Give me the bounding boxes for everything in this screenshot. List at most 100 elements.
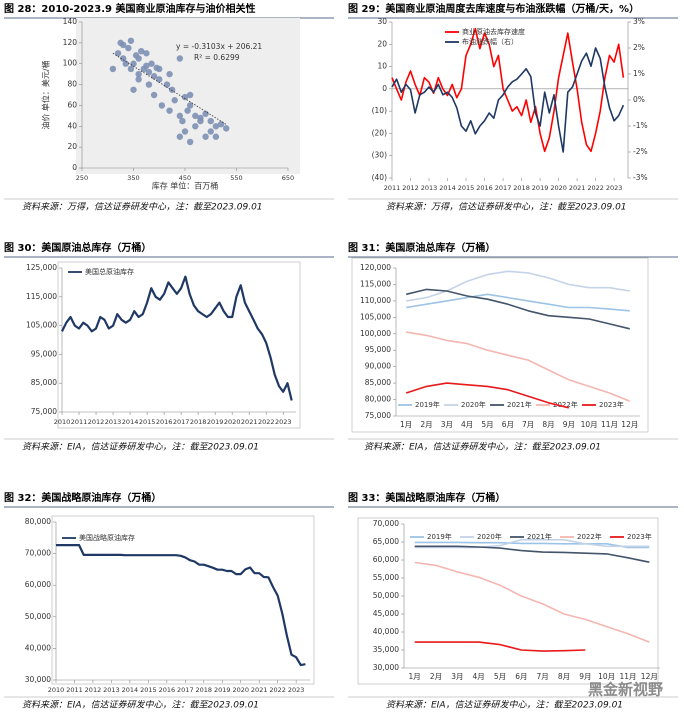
scatter-point — [127, 37, 135, 44]
scatter-point — [192, 123, 199, 130]
x-tick-label: 2011 — [384, 184, 401, 192]
y-tick-label: 40,000 — [373, 627, 399, 636]
figure-title: 图 29：美国商业原油周度去库速度与布油涨跌幅（万桶/天，%） — [348, 2, 639, 15]
trendline-equation: y = -0.3103x + 206.21 — [176, 42, 262, 51]
x-tick-label: 2021 — [241, 418, 258, 426]
y-tick-label: 105,000 — [360, 312, 391, 321]
x-tick-label: 2017 — [173, 418, 190, 426]
x-tick-label: 3月 — [451, 672, 463, 681]
source-note: 资料来源：万得，信达证券研发中心，注：截至2023.09.01 — [22, 202, 263, 213]
x-tick-label: 2022 — [269, 686, 286, 694]
y2-tick-label: -1% — [633, 121, 648, 130]
source-note: 资料来源：EIA，信达证券研发中心，注：截至2023.09.01 — [386, 700, 623, 711]
scatter-point — [143, 62, 150, 69]
x-tick-label: 2022 — [258, 418, 275, 426]
scatter-point — [127, 65, 135, 73]
x-tick-label: 4月 — [473, 672, 485, 681]
x-tick-label: 2018 — [190, 418, 207, 426]
x-tick-label: 2011 — [71, 418, 88, 426]
y-tick-label: 95,000 — [31, 349, 57, 358]
scatter-point — [171, 97, 178, 104]
y-tick-label: 95,000 — [365, 345, 391, 354]
x-tick-label: 2021 — [569, 184, 586, 192]
x-tick-label: 2019 — [532, 184, 549, 192]
scatter-point — [186, 102, 194, 109]
x-tick-label: 2020 — [224, 418, 241, 426]
y-tick-label: 0 — [72, 163, 77, 172]
x-tick-label: 2月 — [420, 420, 432, 429]
x-tick-label: 2011 — [66, 686, 83, 694]
x-tick-label: 2014 — [122, 686, 139, 694]
x-tick-label: 350 — [127, 174, 139, 182]
x-tick-label: 11月 — [601, 420, 618, 429]
y-tick-label: 75,000 — [365, 411, 391, 420]
scatter-point — [150, 73, 158, 80]
source-note: 资料来源：EIA，信达证券研发中心，注：截至2023.09.01 — [22, 442, 259, 453]
x-tick-label: 2022 — [587, 184, 604, 192]
y2-tick-label: -2% — [633, 147, 648, 156]
scatter-point — [120, 55, 127, 62]
series-line — [414, 641, 586, 652]
scatter-point — [197, 117, 204, 125]
y-tick-label: 140 — [63, 17, 78, 26]
x-tick-label: 5月 — [494, 672, 506, 681]
x-tick-label: 11月 — [619, 672, 636, 681]
y-tick-label: 0 — [382, 84, 387, 93]
y2-tick-label: 1% — [633, 69, 645, 78]
scatter-point — [186, 91, 194, 99]
y-tick-label: 120 — [63, 38, 78, 47]
x-tick-label: 2014 — [122, 418, 139, 426]
y2-tick-label: 2% — [633, 43, 645, 52]
scatter-point — [202, 133, 209, 140]
x-tick-label: 2014 — [439, 184, 456, 192]
x-tick-label: 2020 — [550, 184, 567, 192]
scatter-point — [179, 117, 186, 125]
y-tick-label: 30,000 — [373, 663, 399, 672]
x-tick-label: 6月 — [515, 672, 527, 681]
legend-label: 2021年 — [507, 400, 532, 409]
r-squared: R² = 0.6299 — [194, 53, 240, 62]
scatter-point — [156, 65, 163, 73]
y-tick-label: 80 — [67, 80, 77, 89]
series-line — [391, 47, 625, 153]
x-tick-label: 2013 — [421, 184, 438, 192]
series-line — [414, 539, 650, 549]
scatter-point — [122, 60, 129, 67]
watermark: 黑金新视野 — [588, 681, 663, 699]
x-tick-label: 2015 — [139, 418, 156, 426]
scatter-point — [120, 41, 127, 49]
x-tick-label: 8月 — [558, 672, 570, 681]
x-tick-label: 2018 — [513, 184, 530, 192]
figure-title: 图 28：2010-2023.9 美国商业原油库存与油价相关性 — [4, 2, 255, 15]
figure-title: 图 30：美国原油总库存（万桶） — [4, 241, 151, 254]
scatter-point — [145, 68, 153, 76]
scatter-point — [145, 81, 153, 88]
x-tick-label: 2012 — [85, 686, 102, 694]
legend-label: 2020年 — [461, 400, 486, 409]
scatter-point — [135, 55, 142, 62]
x-tick-label: 2016 — [159, 686, 176, 694]
x-tick-label: 1月 — [400, 420, 412, 429]
scatter-point — [181, 128, 189, 135]
x-tick-label: 2023 — [606, 184, 623, 192]
scatter-point — [156, 76, 163, 83]
x-tick-label: 650 — [282, 174, 294, 182]
legend-label: 2022年 — [553, 400, 578, 409]
y-tick-label: 65,000 — [373, 537, 399, 546]
x-axis-label: 库存 单位：百万桶 — [152, 181, 219, 191]
y-tick-label: 70,000 — [373, 519, 399, 528]
scatter-point — [135, 76, 142, 83]
x-tick-label: 2015 — [140, 686, 157, 694]
x-tick-label: 2023 — [275, 418, 292, 426]
scatter-point — [166, 107, 173, 114]
series-line — [406, 288, 630, 330]
scatter-point — [176, 112, 184, 120]
figure-title: 图 32：美国战略原油库存（万桶） — [4, 491, 161, 504]
figure-title: 图 31：美国原油总库存（万桶） — [348, 241, 495, 254]
legend-label: 2023年 — [627, 532, 652, 541]
series-line — [414, 561, 650, 643]
scatter-point — [212, 123, 220, 130]
y-tick-label: 20 — [67, 142, 77, 151]
y-tick-label: 115,000 — [360, 279, 391, 288]
